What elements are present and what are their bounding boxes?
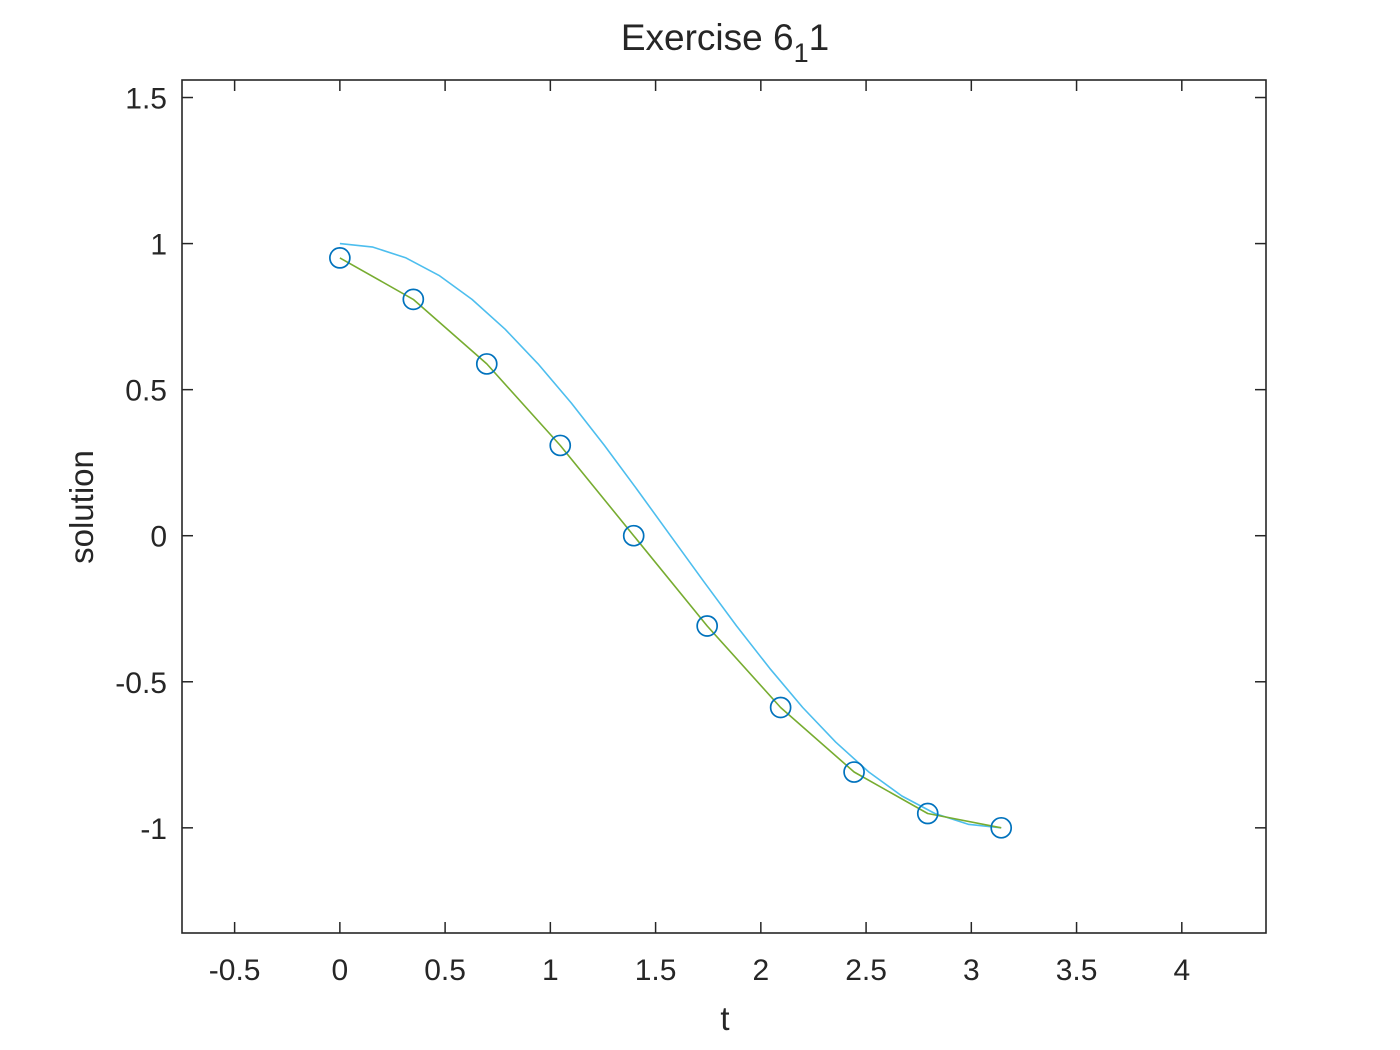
data-point-marker xyxy=(402,288,425,311)
x-tick-label: -0.5 xyxy=(209,954,261,987)
data-point-marker xyxy=(843,761,865,783)
data-point-marker xyxy=(990,816,1013,839)
data-point-marker xyxy=(475,353,498,375)
x-tick-label: 3 xyxy=(963,954,980,987)
data-point-marker xyxy=(769,696,792,719)
data-point-marker xyxy=(696,615,719,637)
data-point-marker xyxy=(549,434,572,457)
x-tick-label: 4 xyxy=(1173,954,1190,987)
y-axis-ticks: -1 -0.5 0 0.5 1 1.5 xyxy=(115,83,1266,846)
plot-area xyxy=(182,80,1266,933)
series-layer xyxy=(329,242,1013,839)
x-tick-label: 1 xyxy=(542,954,559,987)
x-axis-label: t xyxy=(720,1000,729,1037)
x-tick-label: 2 xyxy=(752,954,769,987)
y-tick-label: 0.5 xyxy=(125,375,167,408)
y-tick-label: 1.5 xyxy=(125,83,167,116)
series-line-exact xyxy=(339,242,1002,829)
y-axis-label: solution xyxy=(63,450,100,564)
chart-title-subscript: 1 xyxy=(794,38,809,68)
chart-title-suffix: 1 xyxy=(809,17,830,58)
y-tick-label: -0.5 xyxy=(115,667,167,700)
x-axis-ticks: -0.5 0 0.5 1 1.5 2 2.5 3 3.5 4 xyxy=(209,80,1190,987)
y-tick-label: -1 xyxy=(140,813,167,846)
y-tick-label: 0 xyxy=(150,521,167,554)
x-tick-label: 3.5 xyxy=(1056,954,1098,987)
x-tick-label: 0.5 xyxy=(424,954,466,987)
data-point-marker xyxy=(916,802,939,825)
data-point-marker xyxy=(622,524,645,547)
axes-box xyxy=(181,79,1267,934)
data-point-marker xyxy=(329,247,351,269)
x-tick-label: 2.5 xyxy=(845,954,887,987)
x-tick-label: 0 xyxy=(332,954,349,987)
chart-title-main: Exercise 6 xyxy=(621,17,794,58)
y-tick-label: 1 xyxy=(150,229,167,262)
series-line-approx xyxy=(339,257,1002,829)
chart-title: Exercise 611 xyxy=(621,17,829,68)
x-tick-label: 1.5 xyxy=(635,954,677,987)
